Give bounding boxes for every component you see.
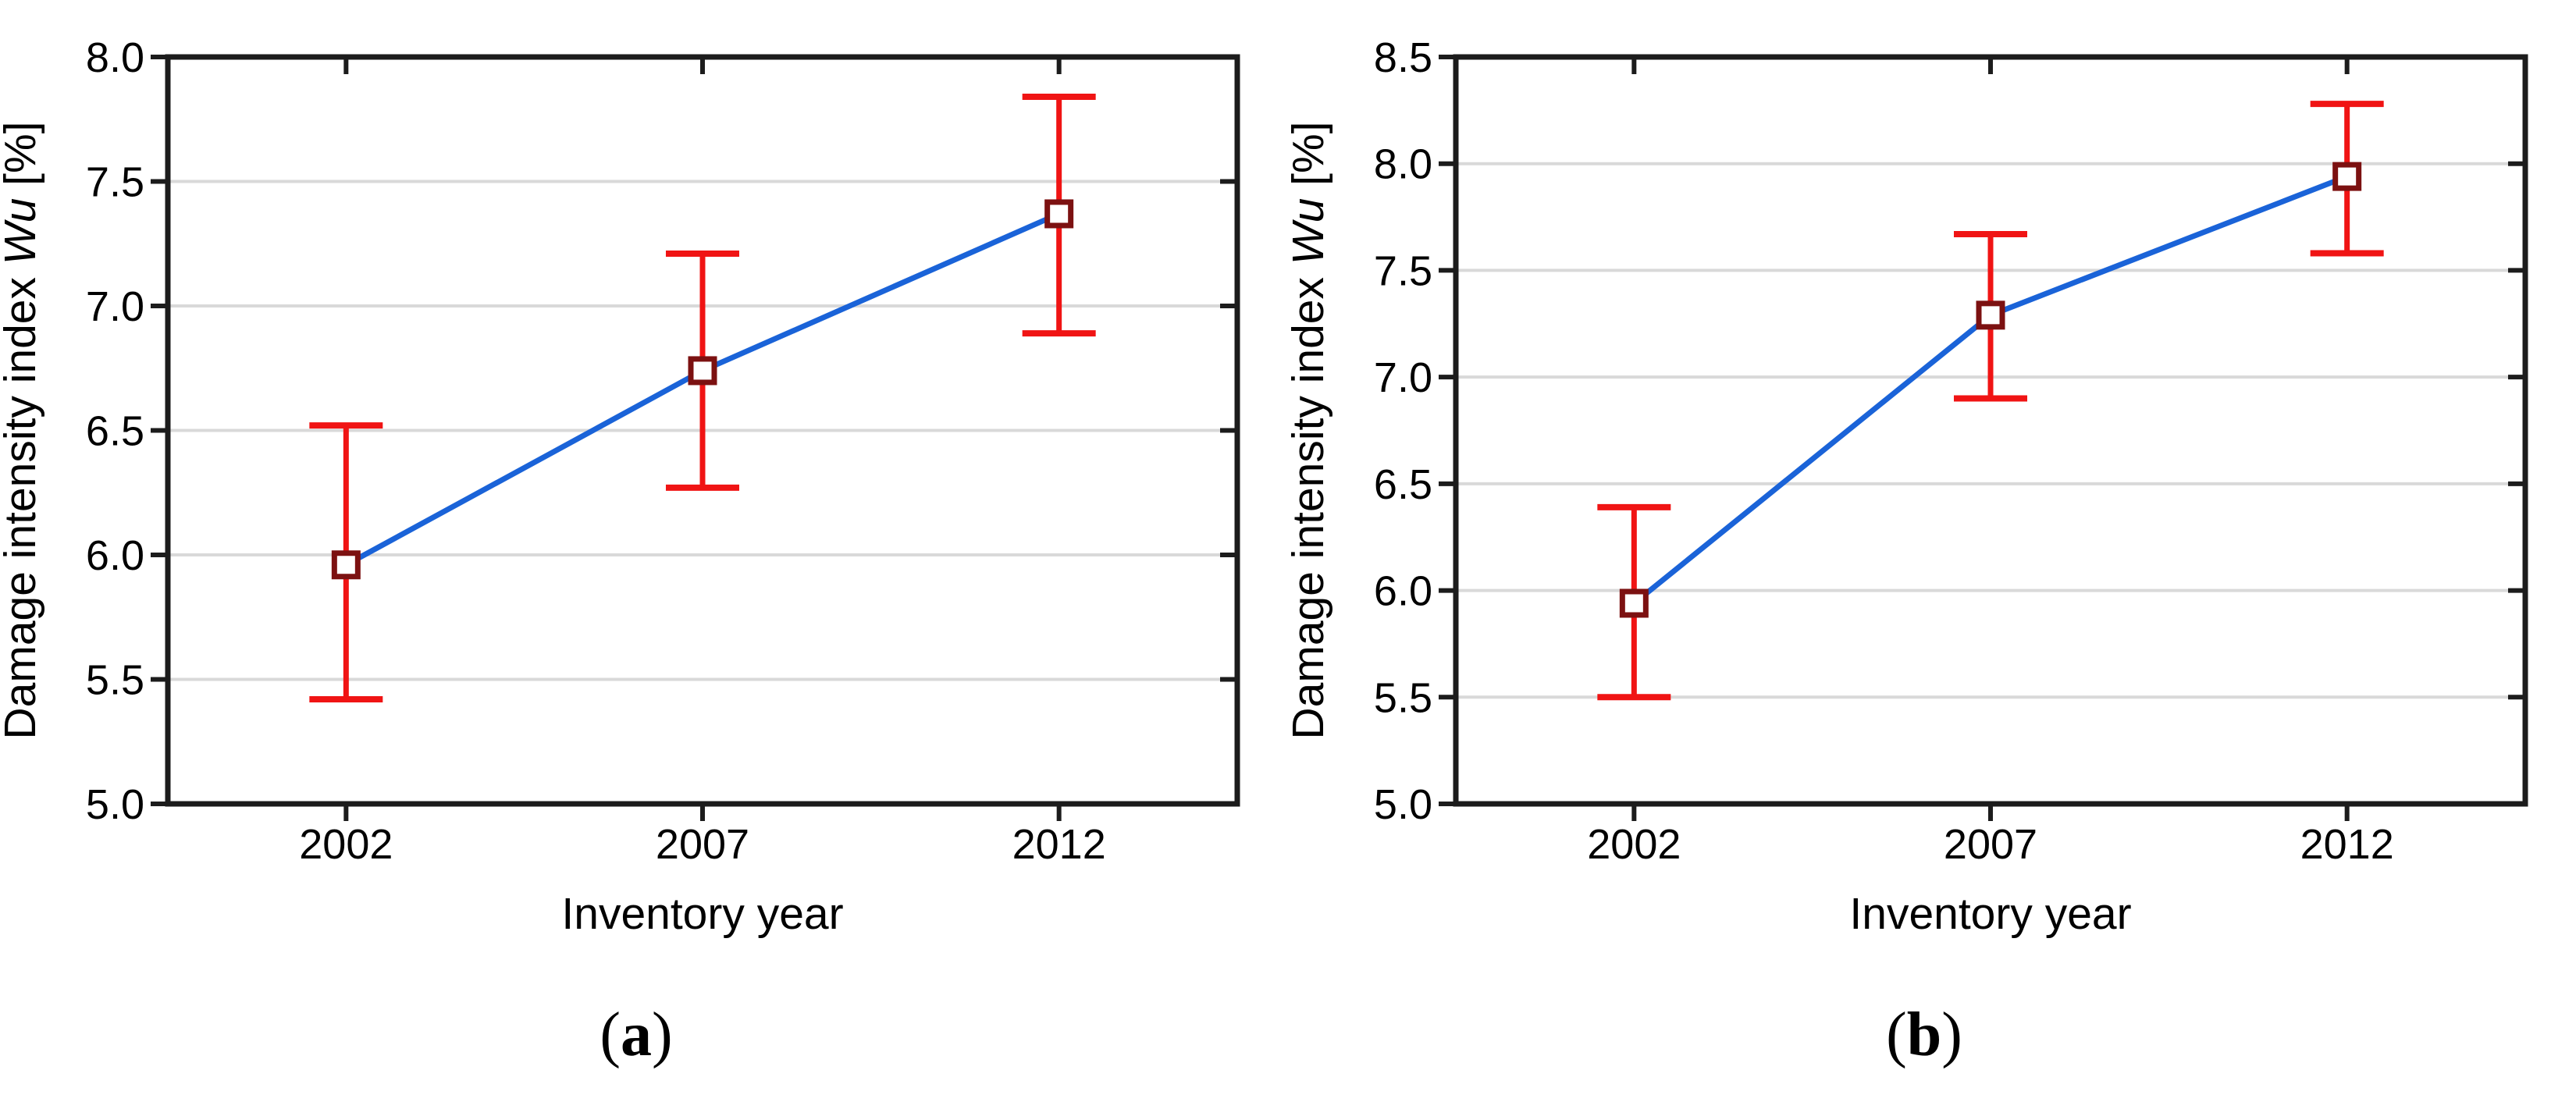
x-axis-title: Inventory year — [1849, 889, 2131, 939]
y-axis-tick-label: 8.0 — [86, 34, 144, 81]
x-axis-tick-label: 2012 — [1012, 821, 1106, 868]
y-axis-tick-label: 5.0 — [86, 781, 144, 828]
y-axis-tick-label: 5.5 — [1374, 674, 1432, 721]
x-axis-tick-label: 2002 — [1587, 821, 1681, 868]
chart-a-plot: 5.0 5.5 6.0 6.5 7.0 7.5 8.0 2002 2007 2012 Invento… — [0, 34, 1240, 1069]
y-axis-tick-label: 7.5 — [86, 159, 144, 206]
y-axis-tick-label: 7.5 — [1374, 247, 1432, 294]
y-axis-tick-label: 8.5 — [1374, 34, 1432, 81]
data-point-marker — [1619, 588, 1649, 618]
y-axis-tick-label: 8.0 — [1374, 141, 1432, 188]
x-axis-tick-label: 2012 — [2300, 821, 2394, 868]
y-axis-tick-label: 6.0 — [1374, 568, 1432, 615]
data-point-marker — [331, 550, 361, 580]
data-point-marker — [2332, 162, 2362, 191]
y-axis-tick-label: 7.0 — [1374, 354, 1432, 401]
y-axis-title: Damage intensity index Wu [%] — [0, 121, 45, 739]
x-axis-title: Inventory year — [561, 889, 843, 939]
y-axis-tick-label: 5.0 — [1374, 781, 1432, 828]
data-point-marker — [688, 356, 717, 386]
panel-b: 5.0 5.5 6.0 6.5 7.0 7.5 8.0 8.5 2002 2007 2012 Inve… — [1288, 0, 2576, 1102]
panel-caption: (a) — [600, 1001, 672, 1069]
plot-frame — [1453, 54, 2528, 807]
data-point-marker — [1044, 199, 1074, 229]
y-axis-tick-label: 6.0 — [86, 532, 144, 579]
y-axis-title: Damage intensity index Wu [%] — [1288, 121, 1333, 739]
y-axis-tick-label: 5.5 — [86, 657, 144, 704]
x-axis-tick-label: 2007 — [1944, 821, 2037, 868]
panel-a: 5.0 5.5 6.0 6.5 7.0 7.5 8.0 2002 2007 2012 Invento… — [0, 34, 1240, 1069]
x-axis-tick-label: 2007 — [656, 821, 749, 868]
chart-b-plot: 5.0 5.5 6.0 6.5 7.0 7.5 8.0 8.5 2002 2007 2012 Inve… — [1288, 34, 2528, 1069]
x-axis-tick-label: 2002 — [299, 821, 393, 868]
y-axis-tick-label: 6.5 — [1374, 461, 1432, 508]
data-point-marker — [1976, 300, 2005, 330]
y-axis-tick-label: 6.5 — [86, 408, 144, 455]
y-axis-tick-label: 7.0 — [86, 283, 144, 330]
panel-caption: (b) — [1886, 1001, 1962, 1069]
